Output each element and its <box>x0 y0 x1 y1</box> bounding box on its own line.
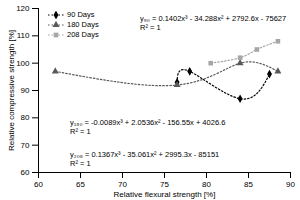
svg-text:100: 100 <box>16 59 30 68</box>
html-text:R² = 1: R² = 1 <box>140 23 161 32</box>
svg-text:80: 80 <box>21 113 30 122</box>
svg-text:Relative compressive strength: Relative compressive strength [%] <box>7 30 16 151</box>
svg-text:65: 65 <box>76 180 85 189</box>
svg-text:110: 110 <box>17 31 30 40</box>
svg-text:120: 120 <box>16 4 30 13</box>
html-text:180 Days: 180 Days <box>67 20 99 29</box>
html-text:208 Days: 208 Days <box>67 30 99 39</box>
svg-text:75: 75 <box>160 180 169 189</box>
svg-text:85: 85 <box>244 180 253 189</box>
svg-text:Relative flexural strength [%]: Relative flexural strength [%] <box>114 190 216 199</box>
html-text:R² = 1: R² = 1 <box>70 127 91 136</box>
svg-text:80: 80 <box>202 180 211 189</box>
svg-text:90: 90 <box>21 86 30 95</box>
svg-text:70: 70 <box>118 180 127 189</box>
html-text:y₂₀₈ = 0.1367x³ - 35.061x² + 2: y₂₀₈ = 0.1367x³ - 35.061x² + 2995.3x - 8… <box>70 150 220 159</box>
svg-text:60: 60 <box>34 180 43 189</box>
svg-text:60: 60 <box>21 168 30 177</box>
html-text:R² = 1: R² = 1 <box>70 159 91 168</box>
html-text:90 Days: 90 Days <box>67 10 95 19</box>
html-text:y₉₀ = 0.1402x³ - 34.288x² + 27: y₉₀ = 0.1402x³ - 34.288x² + 2792.6x - 75… <box>140 14 287 23</box>
svg-text:90: 90 <box>286 180 295 189</box>
html-text:y₁₈₀ = -0.0089x³ + 2.0536x² -: y₁₈₀ = -0.0089x³ + 2.0536x² - 156.55x + … <box>70 118 226 127</box>
svg-text:70: 70 <box>21 141 30 150</box>
